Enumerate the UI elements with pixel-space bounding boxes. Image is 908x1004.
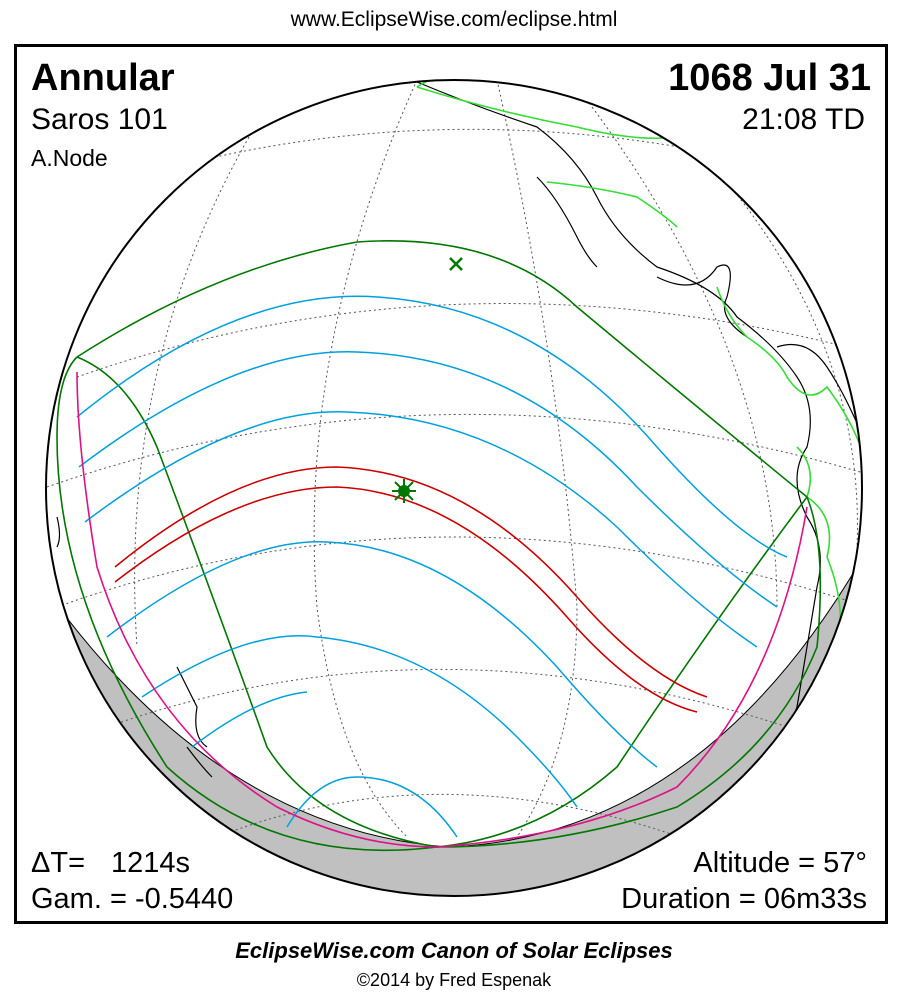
sun-altitude: Altitude = 57° — [693, 847, 867, 879]
gamma-value: Gam. = -0.5440 — [31, 883, 234, 915]
canon-title: EclipseWise.com Canon of Solar Eclipses — [235, 938, 673, 963]
penumbra-limits — [56, 240, 822, 852]
central-path — [114, 466, 708, 713]
greatest-eclipse-star-icon — [392, 479, 416, 503]
eclipse-time: 21:08 TD — [742, 103, 865, 136]
source-url[interactable]: www.EclipseWise.com/eclipse.html — [290, 8, 618, 31]
globe-disk — [46, 80, 862, 896]
eclipse-date: 1068 Jul 31 — [668, 57, 871, 99]
graticule — [46, 80, 862, 848]
magnitude-lines — [76, 295, 788, 838]
rise-set-limits — [76, 371, 808, 848]
subsolar-point-x-icon — [449, 257, 463, 271]
eclipse-type: Annular — [31, 57, 175, 99]
copyright-notice: ©2014 by Fred Espenak — [356, 970, 552, 990]
eclipse-map-panel: Annular Saros 101 A.Node 1068 Jul 31 21:… — [14, 44, 888, 924]
globe-map — [45, 79, 863, 897]
saros-series: Saros 101 — [31, 103, 168, 136]
lunar-node: A.Node — [31, 145, 108, 171]
delta-t: ΔT= 1214s — [31, 847, 190, 880]
globe-outline — [45, 79, 863, 897]
annular-duration: Duration = 06m33s — [621, 883, 867, 915]
delta-t-label: ΔT= — [31, 847, 86, 879]
delta-t-value: 1214s — [111, 847, 191, 879]
central-path-north-limit — [114, 466, 708, 698]
coastlines — [56, 81, 862, 808]
central-path-south-limit — [114, 486, 698, 713]
